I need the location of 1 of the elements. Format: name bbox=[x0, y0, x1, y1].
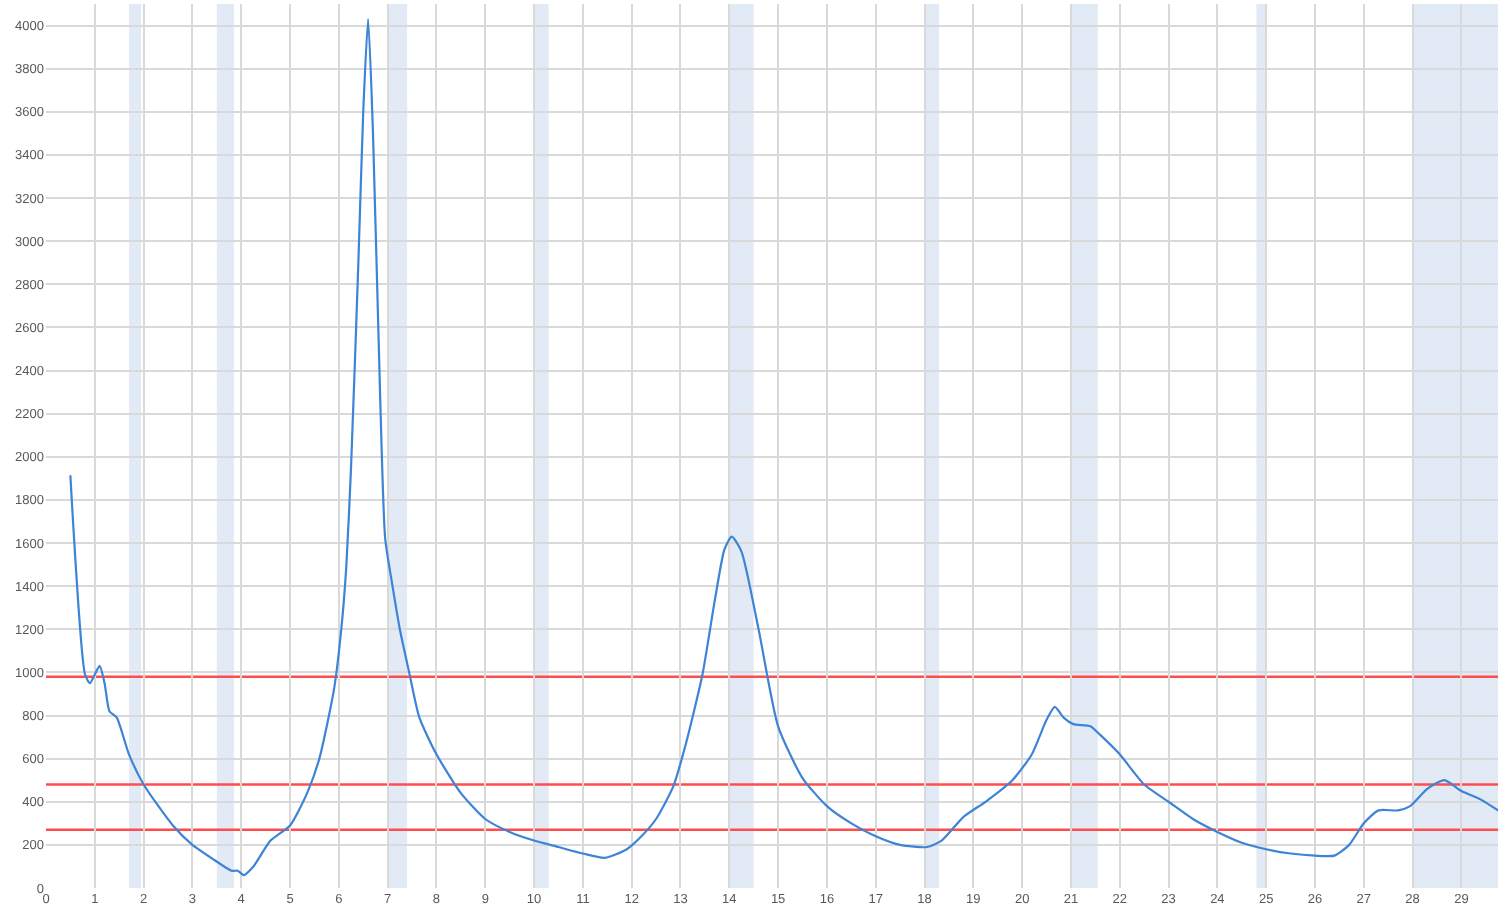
line-series bbox=[69, 18, 1498, 877]
